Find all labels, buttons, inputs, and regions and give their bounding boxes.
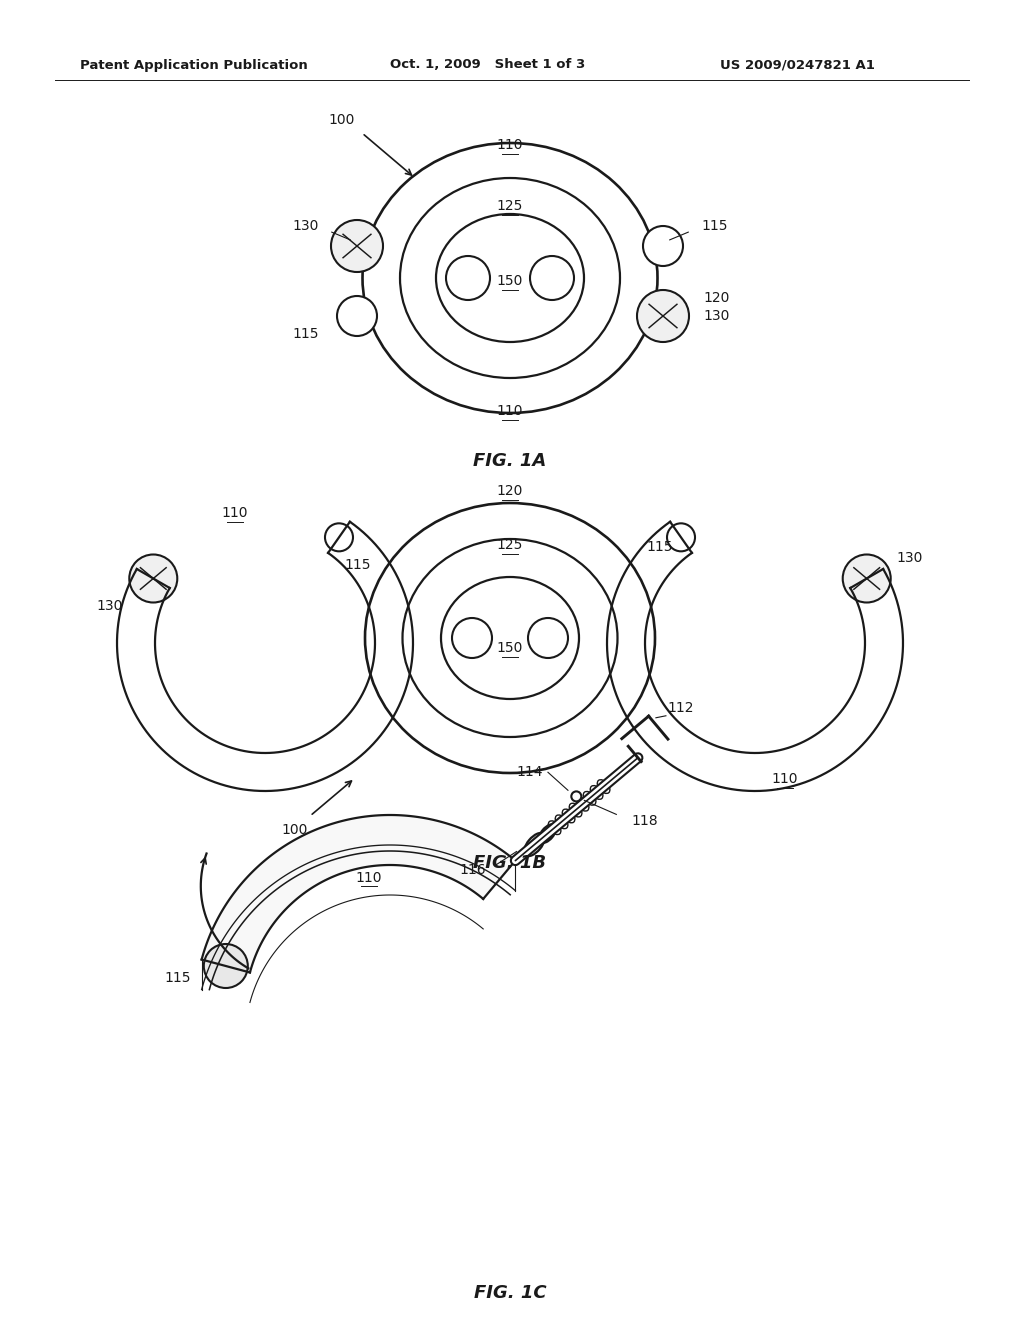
Text: FIG. 1B: FIG. 1B (473, 854, 547, 873)
Circle shape (452, 618, 492, 657)
Text: 115: 115 (164, 972, 190, 985)
Text: 130: 130 (897, 552, 923, 565)
Circle shape (843, 554, 891, 602)
Ellipse shape (539, 825, 556, 843)
Text: 115: 115 (646, 540, 673, 554)
Text: 114: 114 (516, 766, 543, 779)
Text: 120: 120 (703, 290, 729, 305)
Text: 118: 118 (632, 814, 658, 829)
Text: US 2009/0247821 A1: US 2009/0247821 A1 (720, 58, 874, 71)
Text: 110: 110 (772, 772, 799, 785)
Circle shape (337, 296, 377, 337)
Text: 112: 112 (668, 701, 694, 714)
Text: 100: 100 (282, 822, 308, 837)
Circle shape (637, 290, 689, 342)
Text: Oct. 1, 2009   Sheet 1 of 3: Oct. 1, 2009 Sheet 1 of 3 (390, 58, 586, 71)
Text: 110: 110 (497, 404, 523, 418)
Text: 150: 150 (497, 275, 523, 288)
Text: 115: 115 (701, 219, 727, 234)
Text: Patent Application Publication: Patent Application Publication (80, 58, 308, 71)
Text: 130: 130 (703, 309, 729, 323)
Text: 130: 130 (97, 599, 123, 614)
Circle shape (129, 554, 177, 602)
Text: 116: 116 (460, 862, 486, 876)
Text: 100: 100 (329, 114, 355, 127)
Text: 110: 110 (355, 871, 382, 884)
Circle shape (528, 618, 568, 657)
Ellipse shape (524, 833, 545, 857)
Circle shape (446, 256, 490, 300)
Polygon shape (202, 814, 515, 973)
Text: 120: 120 (497, 484, 523, 498)
Text: 125: 125 (497, 199, 523, 213)
Circle shape (571, 792, 582, 801)
Text: 125: 125 (497, 539, 523, 552)
Circle shape (530, 256, 574, 300)
Text: FIG. 1A: FIG. 1A (473, 451, 547, 470)
Text: 115: 115 (293, 327, 319, 341)
Text: 150: 150 (497, 642, 523, 655)
Circle shape (204, 944, 248, 987)
Text: 115: 115 (344, 558, 371, 573)
Text: 110: 110 (222, 506, 248, 520)
Text: 110: 110 (497, 139, 523, 152)
Text: FIG. 1C: FIG. 1C (474, 1284, 547, 1302)
Circle shape (325, 523, 353, 552)
Text: 130: 130 (293, 219, 319, 234)
Circle shape (667, 523, 695, 552)
Circle shape (331, 220, 383, 272)
Circle shape (643, 226, 683, 267)
